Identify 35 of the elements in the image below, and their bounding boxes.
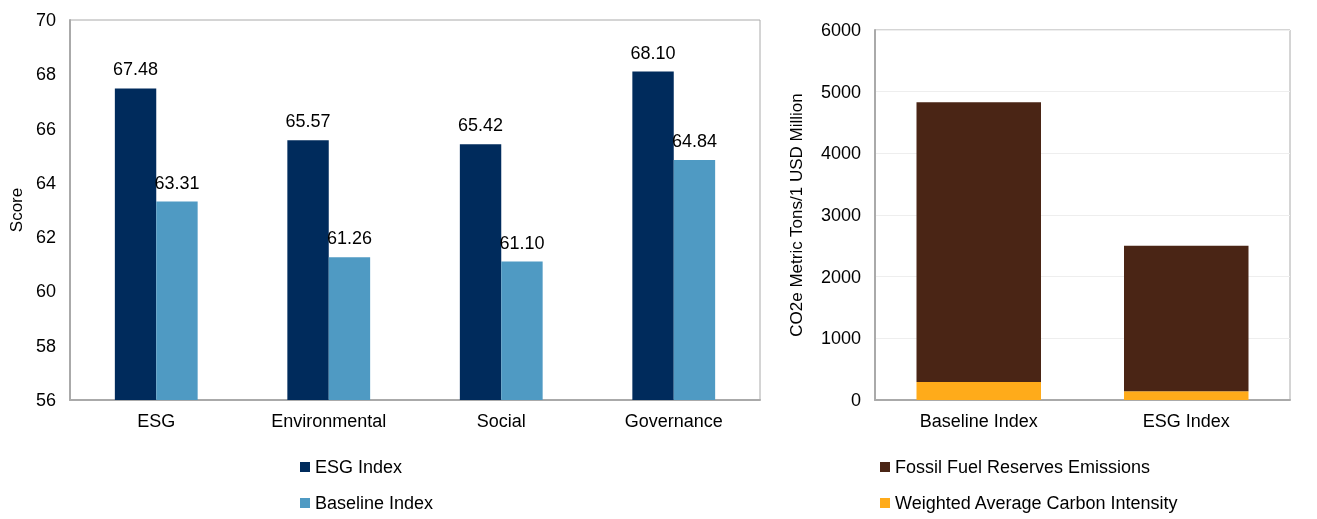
y-tick-label: 70	[35, 10, 56, 30]
bar	[916, 102, 1041, 383]
y-tick-label: 3000	[820, 205, 861, 225]
y-tick-label: 66	[35, 118, 56, 139]
x-tick-label: Baseline Index	[919, 411, 1038, 431]
text: 65.57	[285, 111, 331, 132]
x-tick-label: ESG	[137, 411, 176, 431]
bar	[1124, 391, 1249, 400]
y-axis-title: Score	[7, 187, 26, 233]
y-tick-label: 68	[35, 64, 56, 85]
legend-label: Baseline Index	[315, 493, 434, 513]
x-tick-label: Social	[476, 411, 526, 431]
x-tick-label: ESG Index	[1142, 411, 1230, 431]
y-tick-label: 5000	[820, 81, 861, 102]
legend-label: ESG Index	[315, 457, 403, 477]
y-tick-label: 56	[35, 390, 56, 410]
bar	[916, 382, 1041, 400]
text: 67.48	[113, 59, 159, 80]
y-tick-label: 4000	[820, 143, 861, 164]
y-tick-label: 62	[35, 227, 56, 248]
text: 68.10	[630, 42, 676, 63]
y-tick-label: 60	[35, 281, 56, 302]
legend-label: Fossil Fuel Reserves Emissions	[895, 457, 1151, 477]
y-tick-label: 0	[850, 390, 861, 410]
x-tick-label: Environmental	[271, 411, 387, 431]
y-tick-label: 1000	[820, 328, 861, 349]
bar	[1124, 245, 1249, 392]
y-tick-label: 58	[35, 335, 56, 356]
y-tick-label: 2000	[820, 266, 861, 287]
text: 65.42	[458, 115, 504, 136]
y-axis-title: CO2e Metric Tons/1 USD Million	[787, 93, 806, 337]
y-tick-label: 64	[35, 172, 56, 193]
legend-label: Weighted Average Carbon Intensity	[895, 493, 1178, 513]
x-tick-label: Governance	[624, 411, 723, 431]
y-tick-label: 6000	[820, 20, 861, 40]
